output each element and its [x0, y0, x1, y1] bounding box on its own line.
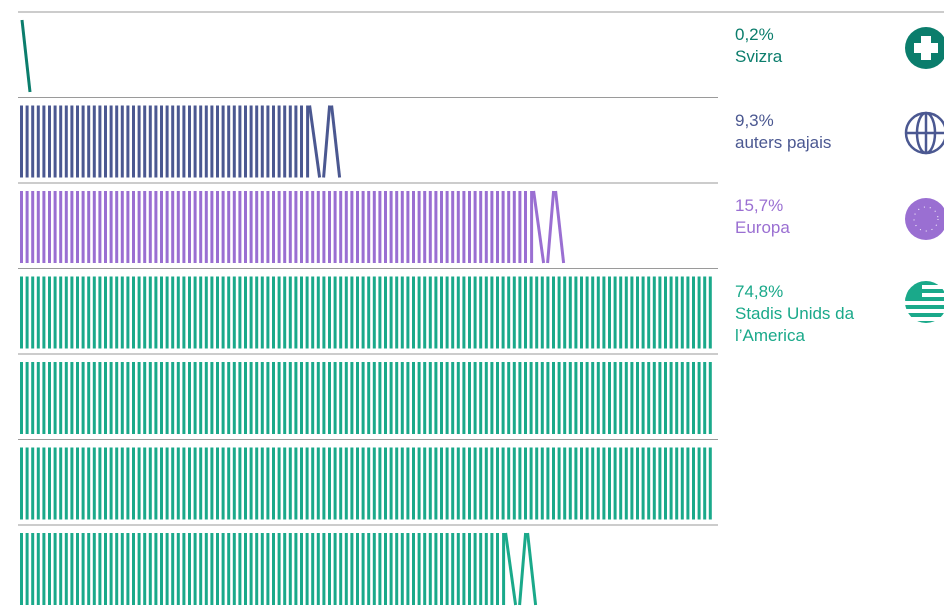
icon-globe	[904, 111, 944, 155]
stroke	[532, 190, 546, 264]
icon-europe	[905, 198, 944, 240]
value-label: 0,2%	[735, 25, 774, 44]
tally-bar	[20, 190, 566, 264]
stroke	[504, 532, 518, 606]
category-label: auters pajais	[735, 132, 832, 152]
stroke	[554, 190, 566, 264]
category-label: Svizra	[735, 47, 783, 66]
tally-bar	[20, 276, 712, 606]
tally-bar	[20, 105, 342, 178]
label: 74,8% Stadis Unids da l’America	[735, 281, 865, 347]
stroke	[20, 19, 32, 93]
stroke	[308, 105, 322, 178]
value-label: 9,3%	[735, 110, 774, 130]
value-label: 74,8%	[735, 281, 784, 301]
stroke	[546, 190, 556, 264]
stroke	[526, 532, 538, 606]
icon-usa	[905, 281, 944, 323]
stroke	[330, 105, 342, 178]
icon-switzerland	[905, 27, 944, 69]
value-label: 15,7%	[735, 196, 784, 215]
label: 15,7% Europa	[735, 195, 865, 239]
tally-bar	[20, 19, 32, 93]
label: 9,3% auters pajais	[735, 110, 865, 154]
category-label: Stadis Unids da l’America	[735, 303, 855, 345]
category-label: Europa	[735, 218, 790, 237]
stroke	[518, 532, 528, 606]
stroke	[322, 105, 332, 178]
label: 0,2% Svizra	[735, 24, 865, 68]
